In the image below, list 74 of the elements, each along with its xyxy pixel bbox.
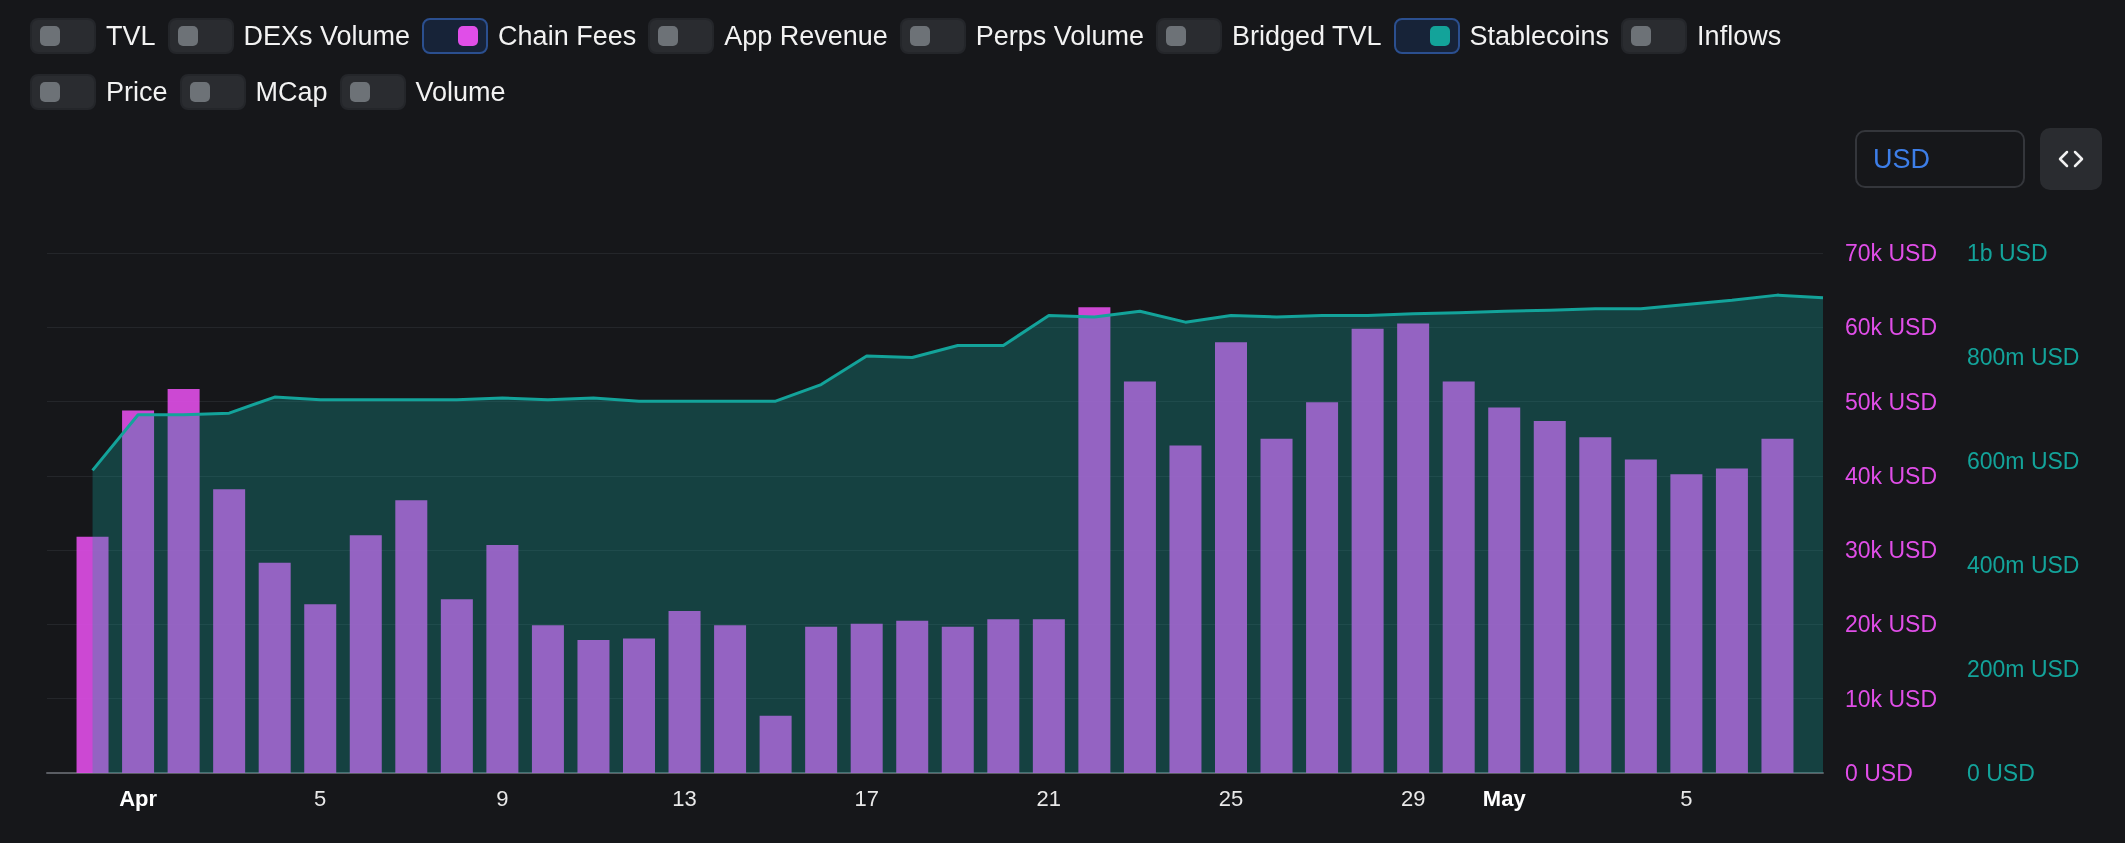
bar (1715, 468, 1748, 773)
y-tick-label: 50k USD (1845, 388, 1938, 415)
bar (1123, 381, 1156, 773)
y2-tick-label: 200m USD (1967, 656, 2080, 682)
y2-tick-label: 1b USD (1967, 240, 2048, 266)
bar (1761, 438, 1794, 773)
y2-tick-label: 400m USD (1967, 552, 2080, 578)
y-tick-label: 10k USD (1845, 685, 1938, 712)
bar (440, 599, 473, 773)
bar (1215, 342, 1247, 773)
x-tick-label: 25 (1218, 785, 1244, 811)
bar (1442, 381, 1475, 773)
text: Volume (415, 76, 506, 108)
y-tick-label: 40k USD (1845, 462, 1938, 489)
bar (1169, 445, 1202, 773)
text: Perps Volume (975, 20, 1144, 52)
text: App Revenue (724, 20, 888, 52)
bar (76, 536, 109, 773)
bar (805, 626, 838, 773)
x-tick-label: 29 (1400, 785, 1426, 811)
text: MCap (255, 76, 328, 108)
y-tick-label: 70k USD (1845, 240, 1938, 266)
bar (486, 544, 519, 773)
bar (1488, 407, 1521, 773)
bar (1032, 619, 1065, 773)
bar (395, 500, 428, 773)
text: Price (106, 76, 168, 108)
bar (668, 611, 701, 773)
y-tick-label: 30k USD (1845, 537, 1938, 564)
bar (1351, 328, 1384, 773)
bar (167, 388, 200, 773)
x-tick-label: 5 (1680, 785, 1693, 811)
x-tick-label: Apr (119, 785, 158, 811)
bar (1306, 402, 1339, 773)
currency-toggle: USD (1855, 130, 2025, 188)
bar (623, 638, 655, 773)
bar (1670, 474, 1703, 773)
x-tick-label: 13 (672, 785, 697, 811)
bar (349, 535, 382, 773)
bar (1624, 459, 1657, 773)
text: Bridged TVL (1231, 20, 1382, 52)
bar (1078, 307, 1111, 773)
x-tick-label: 17 (854, 785, 879, 811)
text: Inflows (1697, 20, 1782, 52)
text: TVL (106, 20, 156, 52)
text: DEXs Volume (243, 20, 411, 52)
bar (896, 620, 929, 773)
y-tick-label: 60k USD (1845, 314, 1938, 341)
y-tick-label: 20k USD (1845, 611, 1938, 638)
bar (577, 640, 610, 773)
y2-tick-label: 800m USD (1967, 344, 2080, 370)
x-tick-label: May (1482, 785, 1527, 811)
x-tick-label: 5 (314, 785, 327, 811)
bar (531, 625, 564, 773)
bar (1397, 323, 1430, 773)
bar (1579, 437, 1612, 773)
legend-label: Stablecoins (1469, 20, 1610, 52)
bar (714, 625, 747, 773)
bar (941, 626, 974, 773)
bar (213, 489, 246, 773)
bar (987, 619, 1020, 773)
bar (1533, 420, 1566, 773)
y2-tick-label: 600m USD (1967, 448, 2080, 474)
legend-label: Chain Fees (498, 20, 637, 52)
bar (1260, 438, 1293, 773)
bar (258, 562, 291, 773)
bar (850, 623, 883, 773)
bar (304, 604, 337, 773)
y2-tick-label: 0 USD (1967, 760, 2035, 786)
x-tick-label: 9 (496, 785, 509, 811)
x-tick-label: 21 (1036, 785, 1062, 811)
bar (122, 410, 155, 773)
y-tick-label: 0 USD (1845, 760, 1913, 786)
bar (759, 715, 792, 773)
